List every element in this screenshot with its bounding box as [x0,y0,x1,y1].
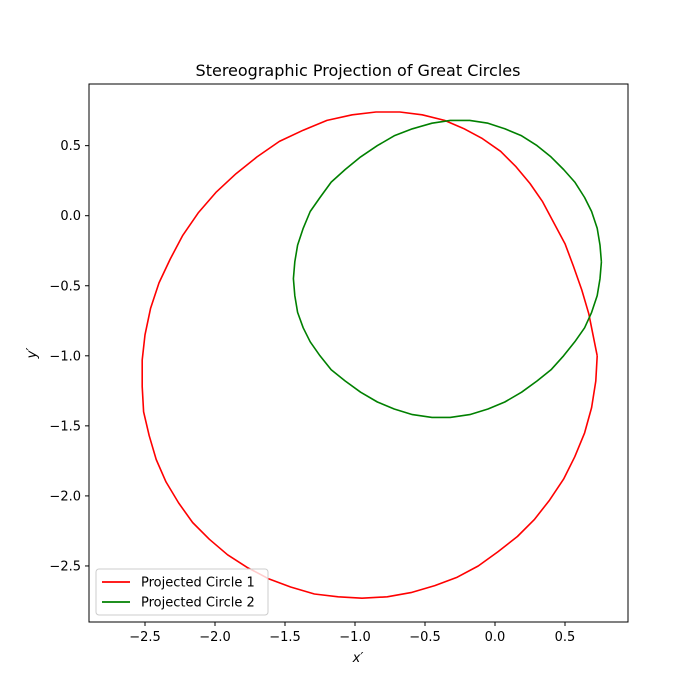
series-layer [141,111,603,600]
x-axis-label: x′ [352,651,364,666]
x-tick-label: −0.5 [409,630,441,645]
x-tick-label: 0.0 [485,630,506,645]
x-tick-label: −2.0 [199,630,231,645]
y-tick-label: −0.5 [49,279,81,294]
legend: Projected Circle 1 Projected Circle 2 [95,568,269,616]
x-tick-label: −1.0 [339,630,371,645]
y-tick-label: 0.5 [60,139,81,154]
y-tick-label: −1.5 [49,419,81,434]
y-tick-label: 0.0 [60,209,81,224]
x-tick-label: −2.5 [129,630,161,645]
series-line-1 [141,111,598,600]
y-axis-ticks: −2.5 −2.0 −1.5 −1.0 −0.5 0.0 0.5 [49,139,89,574]
y-tick-label: −1.0 [49,349,81,364]
y-tick-label: −2.0 [49,489,81,504]
y-tick-label: −2.5 [49,559,81,574]
series-line-2 [292,119,603,419]
x-tick-label: 0.5 [555,630,576,645]
legend-label-2: Projected Circle 2 [141,596,255,611]
x-tick-label: −1.5 [269,630,301,645]
axes-frame [88,83,629,623]
x-axis-ticks: −2.5 −2.0 −1.5 −1.0 −0.5 0.0 0.5 [129,622,575,645]
y-axis-label: y′ [25,348,40,360]
chart-title: Stereographic Projection of Great Circle… [196,61,521,80]
legend-label-1: Projected Circle 1 [141,576,255,591]
legend-box [95,568,269,616]
